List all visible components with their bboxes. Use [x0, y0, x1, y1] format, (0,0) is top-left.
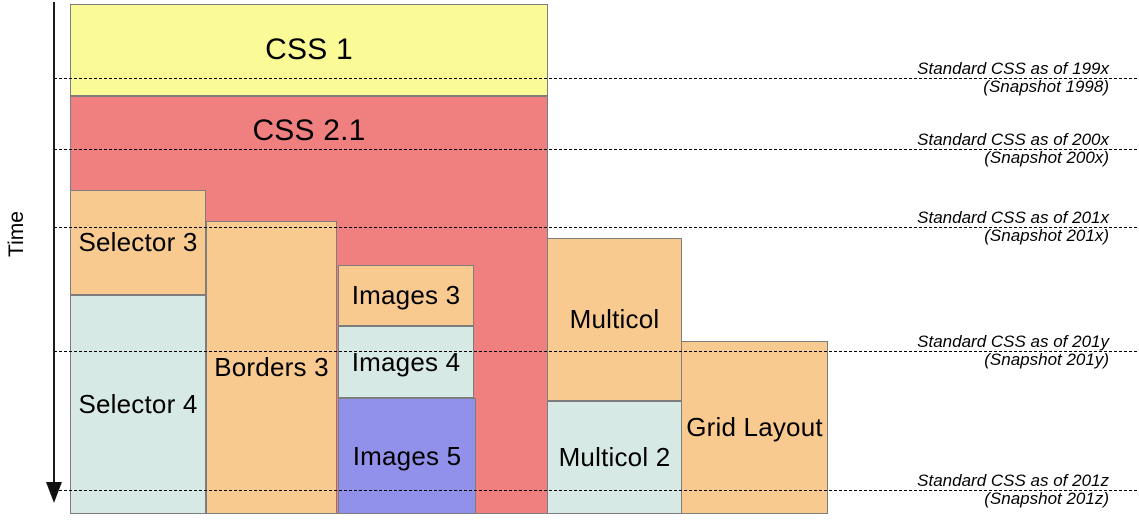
box-borders-3: Borders 3 — [206, 221, 337, 514]
snapshot-subtitle: (Snapshot 201x) — [984, 225, 1109, 245]
box-label: Images 3 — [351, 280, 461, 310]
box-images-3: Images 3 — [338, 265, 474, 326]
snapshot-caption-199x: Standard CSS as of 199x (Snapshot 1998) — [789, 60, 1109, 95]
snapshot-caption-201x: Standard CSS as of 201x (Snapshot 201x) — [789, 209, 1109, 244]
box-label: Multicol 2 — [558, 442, 671, 472]
box-selector-3: Selector 3 — [70, 190, 206, 295]
snapshot-title: Standard CSS as of 201y — [917, 332, 1109, 351]
box-selector-4: Selector 4 — [70, 295, 206, 514]
snapshot-line-199x — [54, 78, 1139, 79]
snapshot-title: Standard CSS as of 199x — [917, 59, 1109, 78]
snapshot-title: Standard CSS as of 200x — [917, 130, 1109, 149]
box-multicol-2: Multicol 2 — [547, 401, 682, 514]
snapshot-caption-200x: Standard CSS as of 200x (Snapshot 200x) — [789, 131, 1109, 166]
snapshot-subtitle: (Snapshot 201y) — [984, 349, 1109, 369]
box-label: CSS 2.1 — [252, 114, 366, 147]
box-label: CSS 1 — [265, 33, 353, 66]
box-label: Multicol — [569, 304, 660, 334]
snapshot-line-201y — [54, 351, 1139, 352]
box-label: Grid Layout — [686, 412, 823, 442]
snapshot-subtitle: (Snapshot 201z) — [984, 488, 1109, 508]
time-axis-line — [53, 2, 55, 486]
snapshot-title: Standard CSS as of 201x — [917, 208, 1109, 227]
box-images-4: Images 4 — [338, 326, 474, 398]
time-axis-label: Time — [5, 211, 28, 257]
snapshot-caption-201z: Standard CSS as of 201z (Snapshot 201z) — [789, 472, 1109, 507]
box-css-1: CSS 1 — [70, 4, 548, 96]
box-label: Borders 3 — [214, 352, 329, 382]
box-label: Selector 3 — [78, 227, 198, 257]
snapshot-line-201z — [54, 490, 1139, 491]
box-multicol: Multicol — [547, 238, 682, 401]
box-label: Images 5 — [352, 440, 462, 471]
down-arrow-icon — [46, 482, 62, 503]
box-images-5: Images 5 — [338, 398, 476, 514]
snapshot-subtitle: (Snapshot 1998) — [983, 76, 1109, 96]
snapshot-caption-201y: Standard CSS as of 201y (Snapshot 201y) — [789, 333, 1109, 368]
snapshot-subtitle: (Snapshot 200x) — [984, 147, 1109, 167]
snapshot-line-200x — [54, 149, 1139, 150]
box-grid-layout: Grid Layout — [681, 341, 828, 514]
box-label: Selector 4 — [78, 389, 198, 419]
snapshot-line-201x — [54, 227, 1139, 228]
snapshot-title: Standard CSS as of 201z — [917, 471, 1109, 490]
